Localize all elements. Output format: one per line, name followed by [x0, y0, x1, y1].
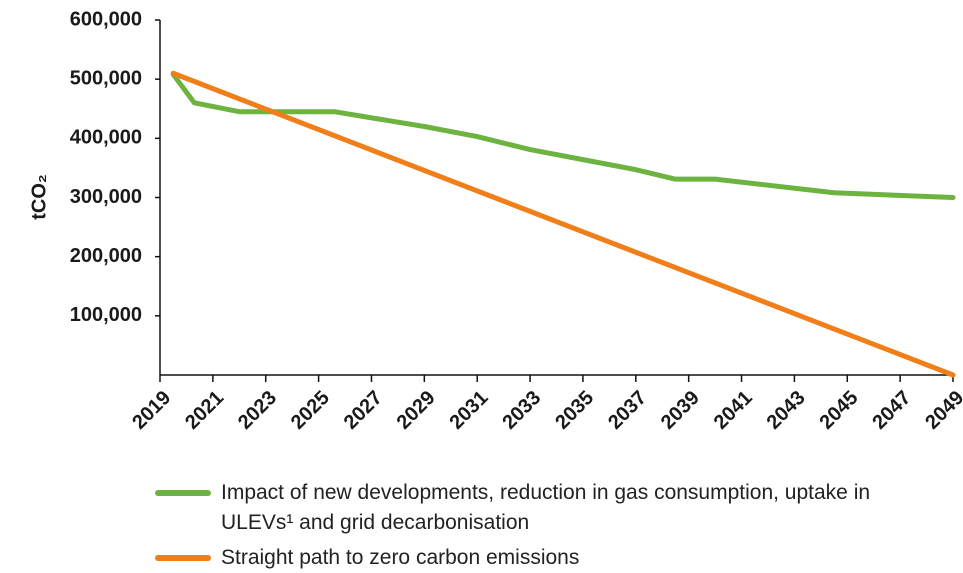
- legend-label: Impact of new developments, reduction in…: [221, 481, 871, 534]
- x-tick-label: 2025: [287, 387, 334, 434]
- legend-item: Impact of new developments, reduction in…: [155, 478, 895, 538]
- y-tick-label: 400,000: [70, 127, 142, 149]
- y-axis-label: tCO₂: [28, 174, 50, 220]
- series-line: [170, 71, 956, 200]
- y-tick-label: 200,000: [70, 245, 142, 267]
- x-tick-label: 2023: [234, 387, 281, 434]
- x-tick-label: 2019: [128, 387, 175, 434]
- y-tick-label: 600,000: [70, 8, 142, 30]
- series-line: [170, 70, 956, 378]
- x-tick-label: 2039: [657, 387, 704, 434]
- y-tick-label: 500,000: [70, 67, 142, 89]
- legend-item: Straight path to zero carbon emissions: [155, 543, 895, 573]
- x-tick-label: 2031: [445, 387, 492, 434]
- x-tick-label: 2021: [181, 387, 228, 434]
- x-tick-label: 2027: [340, 387, 387, 434]
- x-tick-label: 2045: [816, 387, 863, 434]
- x-tick-label: 2035: [551, 387, 598, 434]
- legend-swatch: [155, 555, 211, 561]
- y-tick-label: 100,000: [70, 304, 142, 326]
- x-tick-label: 2047: [868, 387, 915, 434]
- x-tick-label: 2029: [393, 387, 440, 434]
- x-tick-label: 2037: [604, 387, 651, 434]
- x-tick-label: 2041: [710, 387, 757, 434]
- x-tick-label: 2043: [763, 387, 810, 434]
- legend-label: Straight path to zero carbon emissions: [221, 546, 580, 569]
- x-tick-label: 2049: [921, 387, 963, 434]
- y-tick-label: 300,000: [70, 186, 142, 208]
- x-tick-label: 2033: [498, 387, 545, 434]
- legend-swatch: [155, 490, 211, 496]
